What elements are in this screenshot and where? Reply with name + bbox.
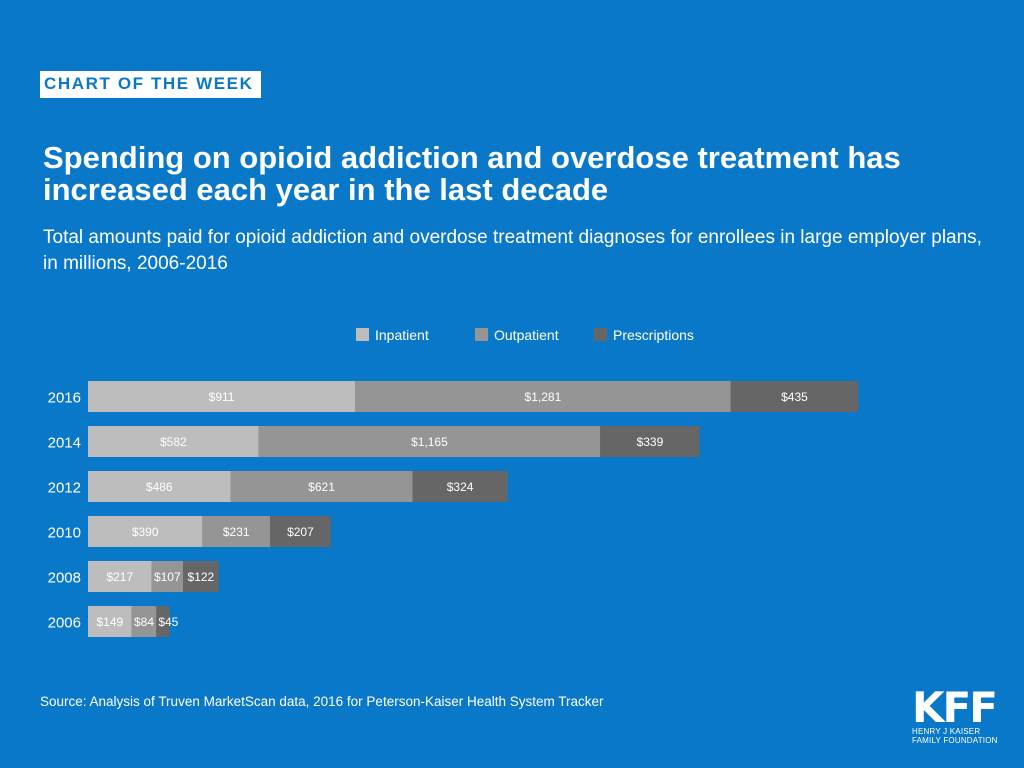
bar-outpatient-2010: [202, 516, 271, 547]
bar-outpatient-2012: [230, 471, 413, 502]
legend-label-inpatient: Inpatient: [375, 327, 429, 343]
bar-outpatient-2008: [151, 561, 183, 592]
bar-inpatient-2010: [88, 516, 203, 547]
bar-prescriptions-2016: [730, 381, 859, 412]
data-label-inpatient-2006: $149: [96, 615, 123, 629]
chart-subtitle: Total amounts paid for opioid addiction …: [43, 227, 982, 274]
legend-swatch-inpatient: [356, 328, 369, 341]
data-label-prescriptions-2014: $339: [637, 435, 664, 449]
data-label-inpatient-2010: $390: [132, 525, 159, 539]
bar-inpatient-2008: [88, 561, 152, 592]
data-label-outpatient-2014: $1,165: [411, 435, 448, 449]
bar-inpatient-2006: [88, 606, 132, 637]
kff-logo: KFF HENRY J KAISER FAMILY FOUNDATION: [912, 683, 1000, 746]
data-label-outpatient-2016: $1,281: [525, 390, 562, 404]
legend-swatch-outpatient: [475, 328, 488, 341]
year-label: 2016: [48, 390, 81, 407]
bar-outpatient-2014: [258, 426, 601, 457]
year-label: 2010: [48, 525, 81, 542]
data-label-outpatient-2008: $107: [154, 570, 181, 584]
bar-inpatient-2014: [88, 426, 259, 457]
data-label-prescriptions-2010: $207: [287, 525, 314, 539]
year-label: 2008: [48, 570, 81, 587]
data-label-inpatient-2012: $486: [146, 480, 173, 494]
year-label: 2006: [48, 615, 81, 632]
bar-prescriptions-2008: [182, 561, 219, 592]
bar-outpatient-2016: [355, 381, 731, 412]
data-label-inpatient-2016: $911: [209, 390, 235, 404]
data-label-prescriptions-2012: $324: [447, 480, 474, 494]
legend-label-outpatient: Outpatient: [494, 327, 559, 343]
bar-prescriptions-2010: [270, 516, 331, 547]
bar-inpatient-2012: [88, 471, 231, 502]
bar-prescriptions-2012: [412, 471, 508, 502]
chart-of-the-week-badge: CHART OF THE WEEK: [40, 71, 262, 98]
year-label: 2012: [48, 480, 81, 497]
data-label-inpatient-2014: $582: [160, 435, 187, 449]
source-note: Source: Analysis of Truven MarketScan da…: [40, 694, 604, 709]
data-label-outpatient-2012: $621: [308, 480, 335, 494]
kff-logo-subtitle: HENRY J KAISER FAMILY FOUNDATION: [912, 727, 998, 745]
data-label-prescriptions-2016: $435: [781, 390, 808, 404]
bar-prescriptions-2006: [156, 606, 170, 637]
data-label-outpatient-2010: $231: [223, 525, 250, 539]
bar-inpatient-2016: [88, 381, 356, 412]
legend-label-prescriptions: Prescriptions: [613, 327, 694, 343]
bar-prescriptions-2014: [600, 426, 700, 457]
chart-title: Spending on opioid addiction and overdos…: [43, 140, 901, 207]
data-label-outpatient-2006: $84: [134, 615, 154, 629]
data-label-prescriptions-2008: $122: [188, 570, 215, 584]
legend-swatch-prescriptions: [594, 328, 607, 341]
data-label-prescriptions-2006: $45: [158, 615, 178, 629]
kff-logo-mark: KFF: [912, 683, 998, 732]
data-label-inpatient-2008: $217: [106, 570, 133, 584]
year-label: 2014: [48, 435, 81, 452]
bar-outpatient-2006: [131, 606, 157, 637]
